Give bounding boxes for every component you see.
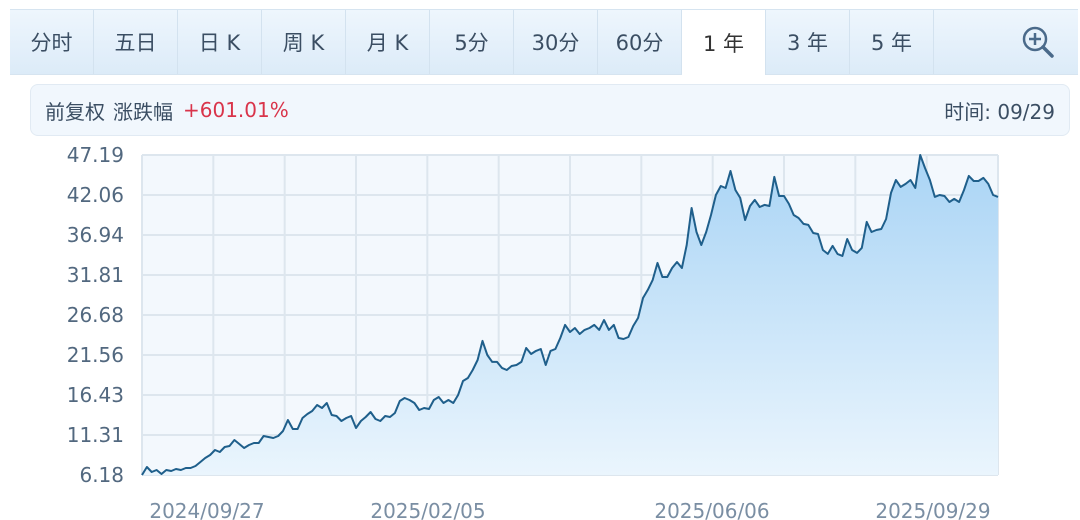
- x-tick-label: 2025/06/06: [654, 499, 769, 520]
- time-label: 时间: 09/29: [944, 99, 1055, 124]
- tab-1[interactable]: 五日: [94, 10, 178, 74]
- y-tick-label: 6.18: [79, 463, 124, 487]
- y-tick-label: 42.06: [67, 183, 124, 207]
- x-tick-label: 2024/09/27: [149, 499, 264, 520]
- tab-2[interactable]: 日 K: [178, 10, 262, 74]
- x-tick-label: 2025/09/29: [875, 499, 990, 520]
- tab-3[interactable]: 周 K: [262, 10, 346, 74]
- tab-10[interactable]: 5 年: [850, 10, 934, 74]
- price-area: [142, 155, 998, 475]
- y-tick-label: 16.43: [67, 383, 124, 407]
- change-value: +601.01%: [183, 98, 289, 122]
- adjust-mode[interactable]: 前复权: [45, 99, 105, 124]
- y-tick-label: 21.56: [67, 343, 124, 367]
- tab-4[interactable]: 月 K: [346, 10, 430, 74]
- y-tick-label: 26.68: [67, 303, 124, 327]
- info-bar: 前复权 涨跌幅 +601.01% 时间: 09/29: [30, 84, 1070, 136]
- price-chart: 47.19 42.06 36.94 31.81 26.68 21.56 16.43 11.31…: [67, 143, 999, 520]
- tab-8[interactable]: 1 年: [682, 10, 766, 75]
- tab-9[interactable]: 3 年: [766, 10, 850, 74]
- tab-5[interactable]: 5分: [430, 10, 514, 74]
- change-label: 涨跌幅: [113, 99, 173, 124]
- y-tick-label: 47.19: [67, 143, 124, 167]
- tab-7[interactable]: 60分: [598, 10, 682, 74]
- tab-0[interactable]: 分时: [10, 10, 94, 74]
- price-line: [141, 154, 999, 476]
- y-tick-label: 11.31: [67, 423, 124, 447]
- y-tick-label: 31.81: [67, 263, 124, 287]
- zoom-in-icon: [1022, 26, 1054, 58]
- y-tick-label: 36.94: [67, 223, 124, 247]
- tab-6[interactable]: 30分: [514, 10, 598, 74]
- zoom-in-button[interactable]: [934, 10, 1078, 74]
- x-tick-label: 2025/02/05: [370, 499, 485, 520]
